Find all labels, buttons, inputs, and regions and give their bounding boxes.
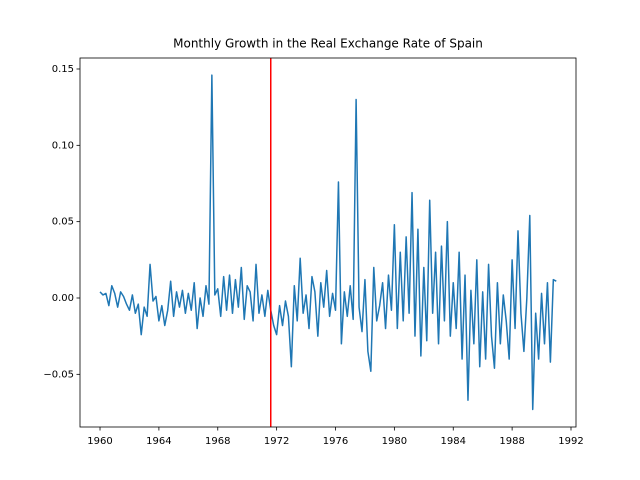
x-tick-label: 1988 xyxy=(499,436,524,447)
y-tick-label: 0.10 xyxy=(52,140,74,151)
x-tick-label: 1992 xyxy=(558,436,583,447)
y-tick-label: 0.05 xyxy=(52,217,74,228)
x-tick-label: 1984 xyxy=(441,436,466,447)
plot-frame xyxy=(79,57,577,428)
y-tick-label: 0.15 xyxy=(52,64,74,75)
x-tick-label: 1972 xyxy=(264,436,289,447)
x-tick-label: 1968 xyxy=(205,436,230,447)
x-tick-label: 1960 xyxy=(87,436,112,447)
x-tick-label: 1980 xyxy=(382,436,407,447)
chart-title: Monthly Growth in the Real Exchange Rate… xyxy=(173,37,483,51)
y-tick-label: 0.00 xyxy=(52,293,74,304)
y-tick-label: −0.05 xyxy=(43,369,74,380)
x-tick-label: 1976 xyxy=(323,436,348,447)
x-tick-label: 1964 xyxy=(146,436,171,447)
data-line xyxy=(99,74,557,411)
